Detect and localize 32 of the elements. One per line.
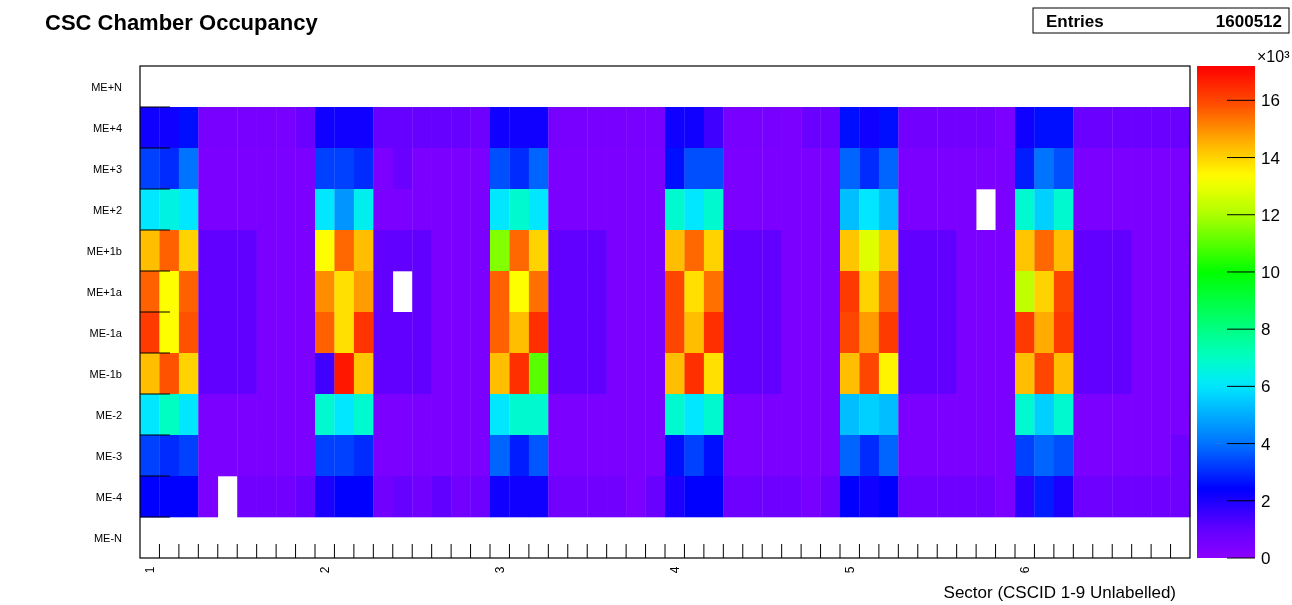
- color-bar-title: ×10³: [1257, 48, 1291, 65]
- y-tick-label: ME-2: [95, 408, 122, 421]
- y-tick-label: ME-3: [95, 449, 122, 462]
- y-tick-label: ME+1b: [86, 244, 122, 257]
- color-bar-label: 6: [1261, 377, 1271, 397]
- color-bar-label: 16: [1261, 91, 1280, 111]
- x-tick-label: 4: [667, 566, 682, 574]
- y-tick-label: ME-1b: [89, 367, 122, 380]
- x-axis-title: Sector (CSCID 1-9 Unlabelled): [943, 583, 1176, 602]
- x-tick-label: 5: [842, 566, 857, 574]
- y-tick-label: ME+1a: [86, 285, 123, 298]
- y-tick-label: ME-1a: [89, 326, 123, 339]
- y-tick-label: ME-4: [95, 490, 122, 503]
- text: Entries: [1046, 12, 1104, 31]
- x-tick-label: 3: [492, 566, 507, 574]
- color-bar-label: 8: [1261, 320, 1271, 340]
- text: 1600512: [1215, 12, 1282, 31]
- y-tick-label: ME+N: [91, 80, 123, 93]
- y-tick-label: ME-N: [93, 531, 123, 544]
- color-bar-label: 2: [1261, 491, 1271, 511]
- x-tick-label: 2: [317, 566, 332, 574]
- y-tick-label: ME+2: [92, 203, 122, 216]
- x-tick-label: 1: [142, 566, 157, 574]
- chart-title: CSC Chamber Occupancy: [45, 10, 319, 35]
- color-bar-label: 12: [1261, 205, 1280, 225]
- color-bar-label: 0: [1261, 549, 1271, 568]
- y-tick-label: ME+4: [92, 121, 122, 134]
- color-bar-label: 14: [1261, 148, 1280, 168]
- x-tick-label: 6: [1017, 566, 1032, 574]
- color-bar-label: 10: [1261, 262, 1280, 282]
- y-tick-label: ME+3: [92, 162, 122, 175]
- color-bar-label: 4: [1261, 434, 1271, 454]
